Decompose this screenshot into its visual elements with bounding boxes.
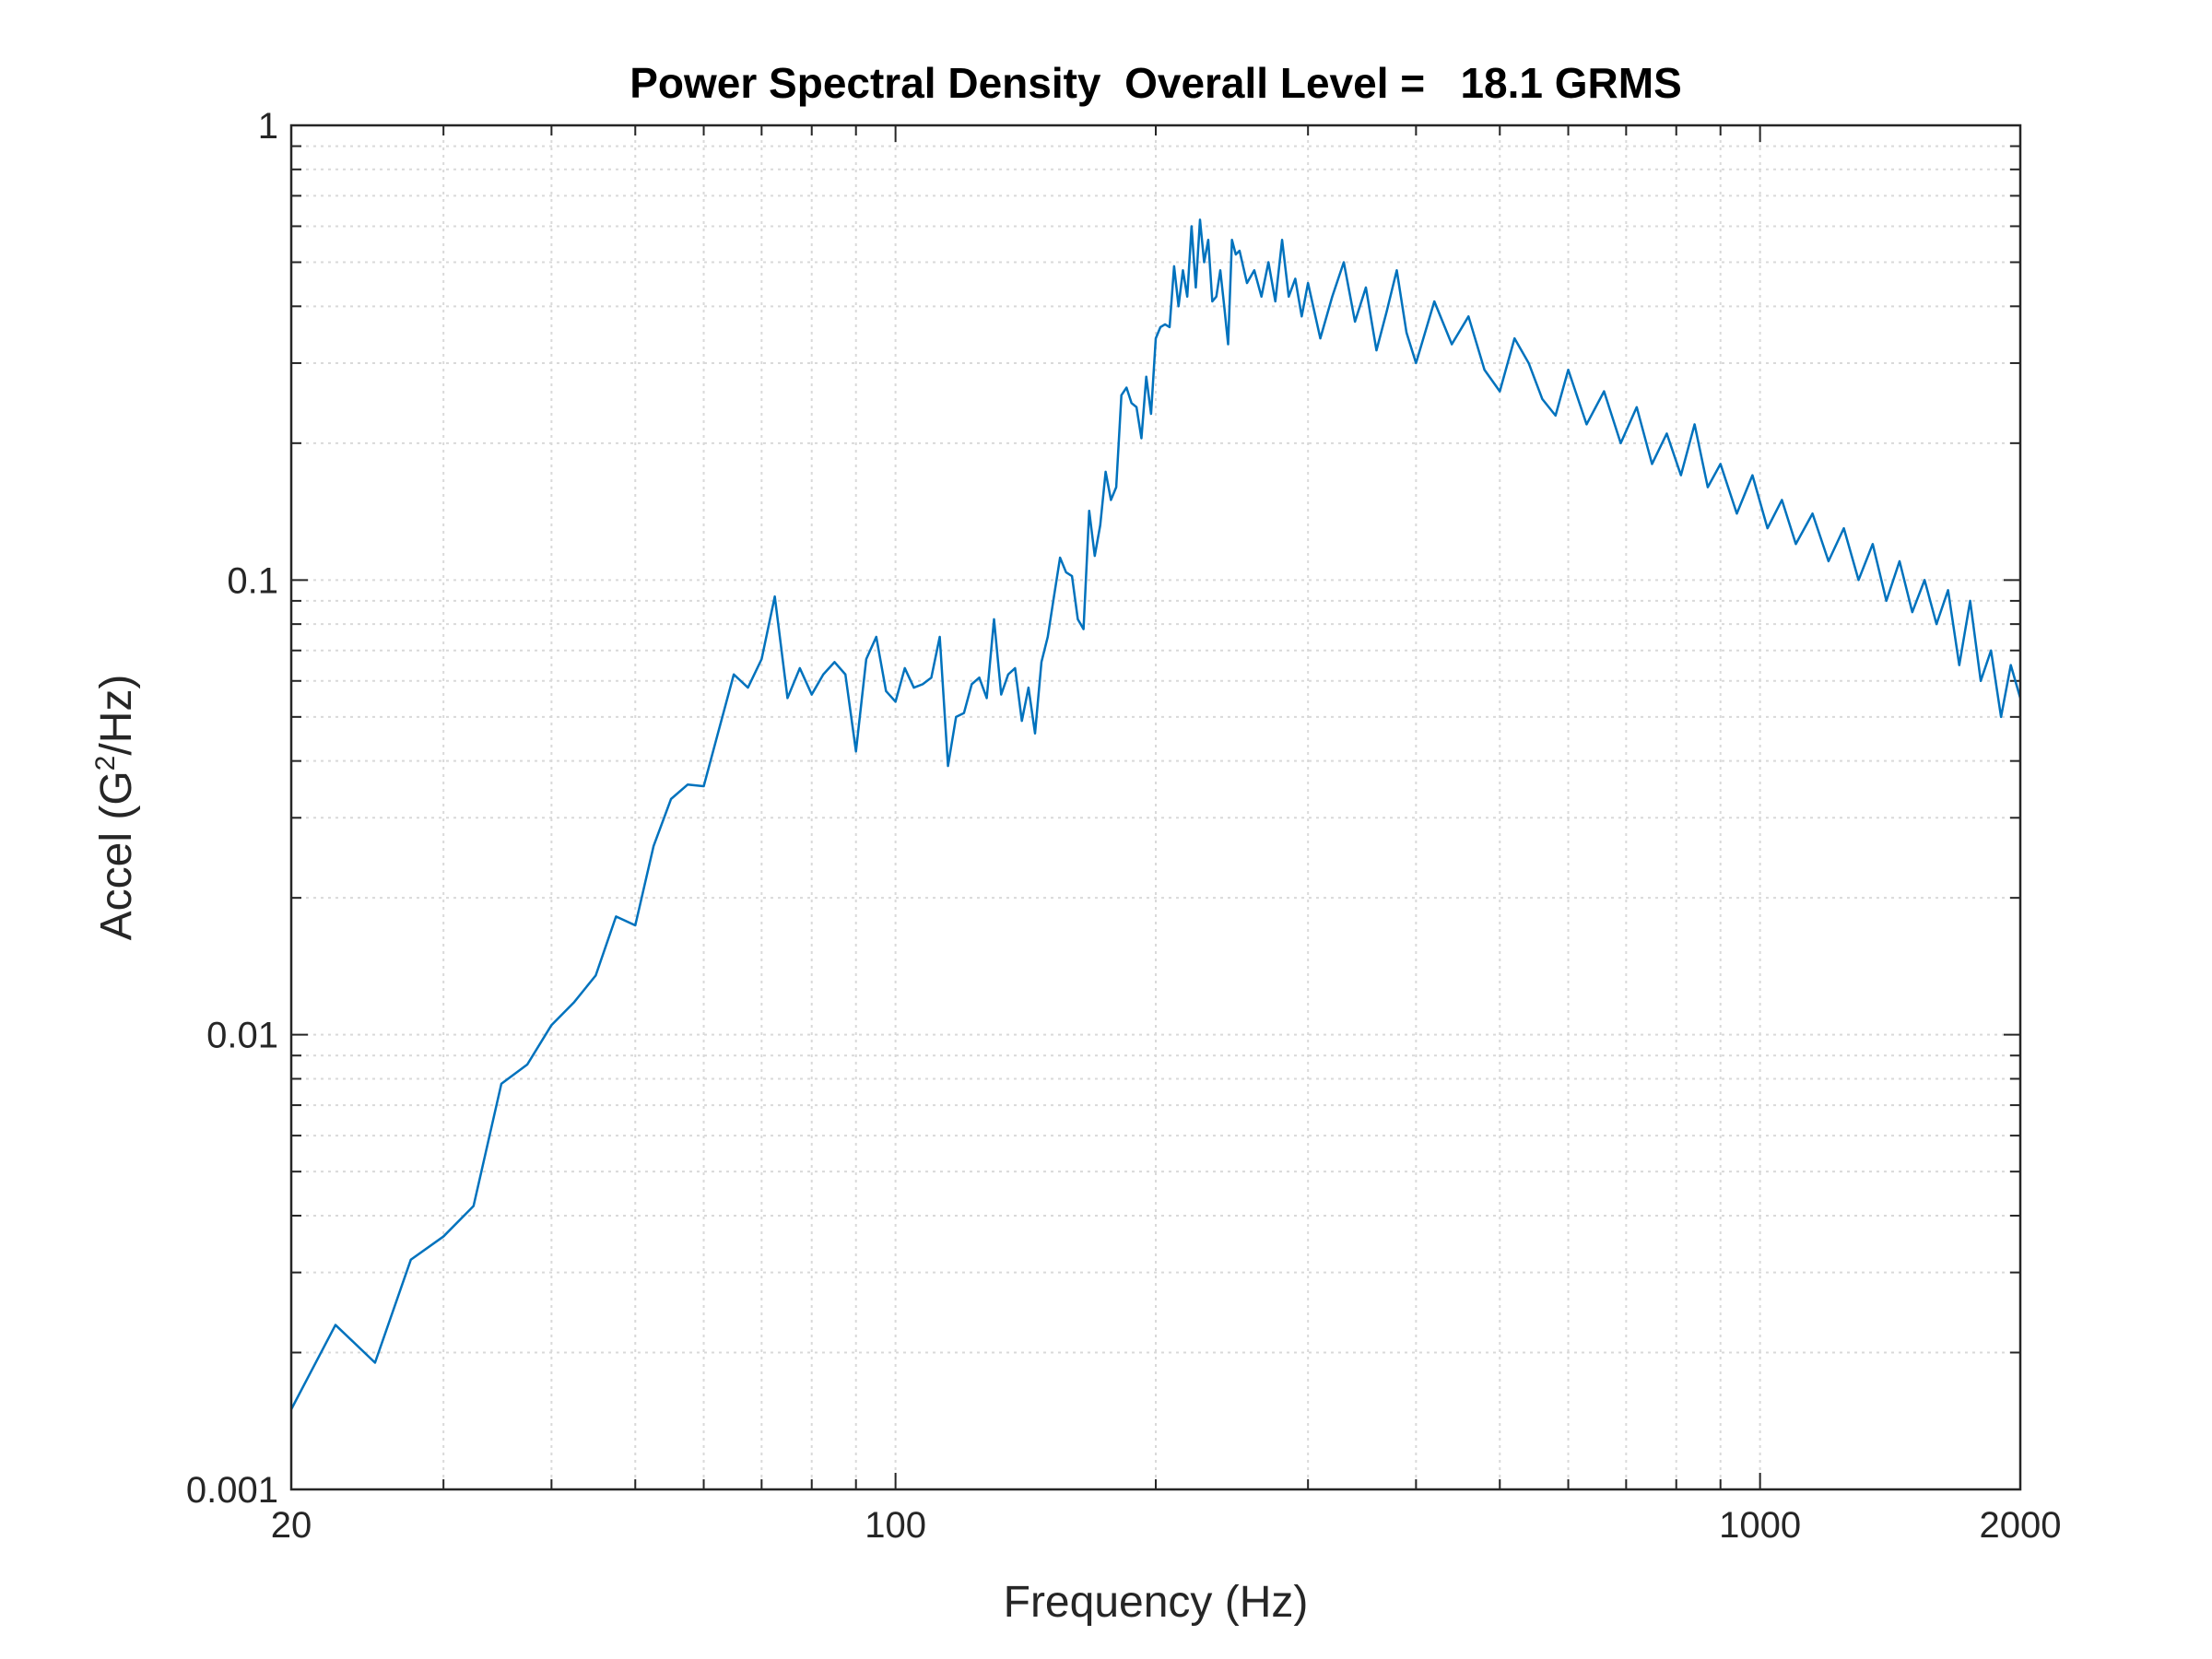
y-axis-label: Accel (G2/Hz): [90, 675, 141, 941]
y-tick-label: 1: [258, 106, 278, 147]
x-tick-label: 1000: [1719, 1505, 1801, 1546]
tick-labels: 20 100 1000 2000 0.001 0.01 0.1 1: [186, 106, 2062, 1546]
chart-title: Power Spectral Density Overall Level = 1…: [629, 59, 1682, 107]
y-axis-label-superscript: 2: [90, 756, 121, 771]
x-tick-label: 20: [271, 1505, 312, 1546]
axes-box: [289, 124, 2022, 1491]
y-axis-label-suffix: /Hz): [92, 675, 141, 756]
y-tick-label: 0.01: [206, 1016, 278, 1056]
x-tick-label: 100: [865, 1505, 926, 1546]
psd-series-line: [291, 218, 2020, 1410]
x-tick-label: 2000: [1980, 1505, 2062, 1546]
x-axis-label: Frequency (Hz): [1004, 1578, 1309, 1627]
y-axis-label-prefix: Accel (G: [92, 771, 141, 940]
y-tick-label: 0.1: [227, 560, 278, 601]
data-series: [291, 218, 2020, 1410]
y-tick-label: 0.001: [186, 1470, 278, 1511]
